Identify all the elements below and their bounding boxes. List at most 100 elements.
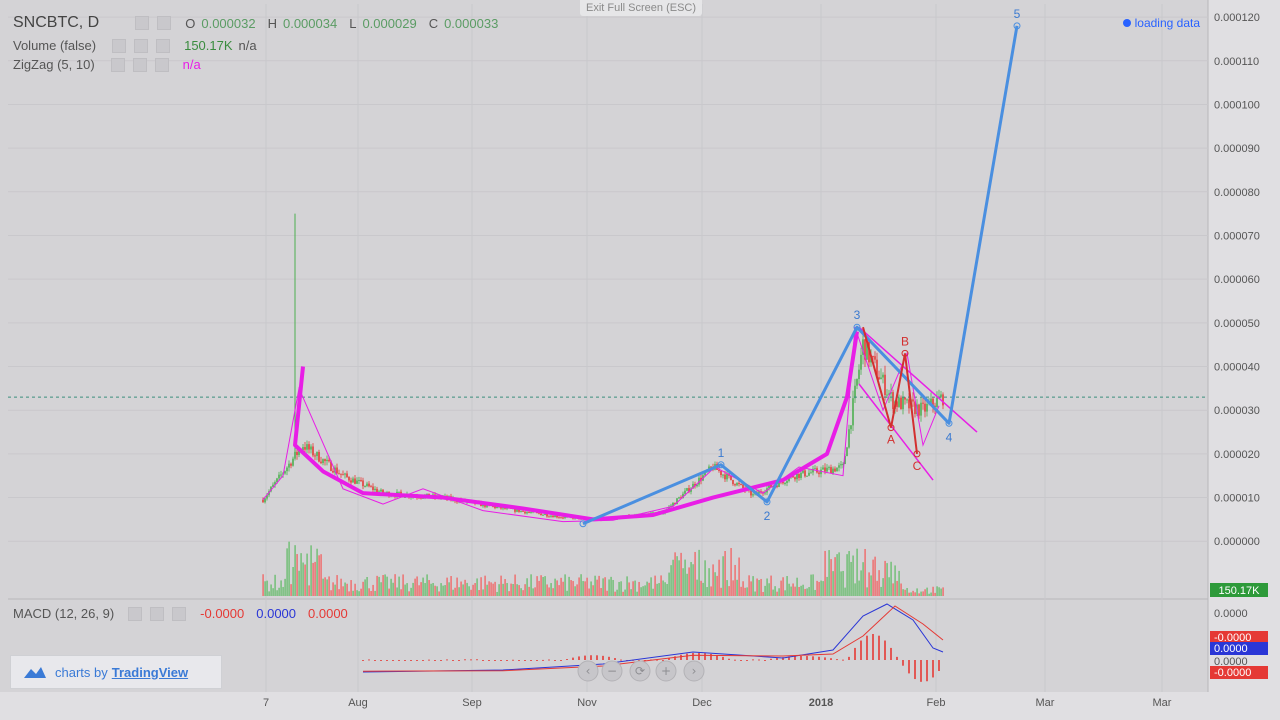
volume-bar bbox=[876, 580, 878, 596]
volume-bar bbox=[754, 591, 756, 596]
volume-bar bbox=[528, 586, 530, 596]
candle-body bbox=[356, 480, 358, 484]
exit-fullscreen-button[interactable]: Exit Full Screen (ESC) bbox=[580, 0, 702, 16]
ohlc-o-label: O bbox=[185, 15, 196, 31]
candle-body bbox=[932, 398, 934, 406]
volume-label[interactable]: Volume (false) bbox=[13, 38, 97, 53]
candle-body bbox=[798, 473, 800, 478]
macd-close-icon[interactable] bbox=[172, 606, 187, 621]
macd-hist-bar bbox=[398, 659, 400, 661]
tradingview-badge[interactable]: charts by TradingView bbox=[10, 655, 222, 689]
macd-hist-bar bbox=[908, 660, 910, 674]
macd-hist-bar bbox=[476, 659, 478, 661]
zigzag-settings-icon[interactable] bbox=[132, 57, 147, 72]
macd-value-badge bbox=[1210, 666, 1268, 679]
volume-bar bbox=[608, 579, 610, 596]
volume-bar bbox=[838, 552, 840, 596]
candle-body bbox=[888, 393, 890, 395]
candle-body bbox=[776, 485, 778, 487]
volume-bar bbox=[672, 559, 674, 596]
candle-body bbox=[378, 491, 380, 493]
volume-bar bbox=[342, 586, 344, 596]
candle-body bbox=[906, 399, 908, 401]
macd-eye-icon[interactable] bbox=[128, 606, 143, 621]
volume-bar bbox=[816, 580, 818, 596]
volume-bar bbox=[660, 575, 662, 596]
volume-bar bbox=[674, 552, 676, 596]
volume-bar bbox=[440, 583, 442, 596]
candle-body bbox=[788, 477, 790, 482]
macd-hist-bar bbox=[500, 660, 502, 661]
y-tick-label: 0.000060 bbox=[1214, 274, 1260, 286]
nav-control-glyph: › bbox=[692, 664, 697, 678]
zigzag-eye-icon[interactable] bbox=[110, 57, 125, 72]
volume-bar bbox=[638, 581, 640, 596]
candle-body bbox=[698, 477, 700, 485]
volume-bar bbox=[482, 589, 484, 596]
macd-hist-bar bbox=[896, 656, 898, 660]
volume-bar bbox=[486, 584, 488, 596]
macd-value-2: 0.0000 bbox=[256, 606, 297, 621]
candle-body bbox=[680, 497, 682, 499]
macd-hist-bar bbox=[740, 660, 742, 661]
candle-body bbox=[514, 508, 516, 512]
volume-extra: n/a bbox=[238, 38, 257, 53]
volume-bar bbox=[844, 587, 846, 596]
badge-brand-link[interactable]: TradingView bbox=[111, 664, 189, 680]
volume-bar bbox=[322, 578, 324, 596]
candle-body bbox=[678, 497, 680, 499]
macd-settings-icon[interactable] bbox=[150, 606, 165, 621]
symbol-close-icon[interactable] bbox=[157, 16, 172, 30]
volume-bar bbox=[806, 588, 808, 596]
candle-body bbox=[866, 341, 868, 360]
y-tick-label: 0.000080 bbox=[1214, 187, 1260, 199]
volume-bar bbox=[940, 588, 942, 596]
macd-hist-bar bbox=[668, 658, 670, 660]
zigzag-label[interactable]: ZigZag (5, 10) bbox=[13, 57, 95, 72]
volume-bar bbox=[624, 589, 626, 596]
volume-bar bbox=[348, 591, 350, 596]
volume-bar bbox=[472, 584, 474, 596]
candle-body bbox=[934, 405, 936, 408]
volume-bar bbox=[896, 580, 898, 596]
wave-label: 4 bbox=[946, 430, 953, 444]
candle-body bbox=[686, 488, 688, 491]
macd-hist-bar bbox=[578, 656, 580, 660]
volume-bar bbox=[744, 587, 746, 596]
zigzag-close-icon[interactable] bbox=[154, 57, 169, 72]
candle-body bbox=[844, 456, 846, 464]
volume-bar bbox=[872, 559, 874, 596]
candle-body bbox=[914, 401, 916, 415]
candle-body bbox=[804, 470, 806, 477]
volume-bar bbox=[436, 586, 438, 596]
x-tick-label: Aug bbox=[348, 697, 368, 709]
candle-body bbox=[672, 502, 674, 506]
macd-hist-bar bbox=[608, 656, 610, 660]
candle-body bbox=[376, 488, 378, 493]
macd-hist-bar bbox=[584, 655, 586, 660]
volume-bar bbox=[498, 584, 500, 596]
ohlc-l-value: 0.000029 bbox=[362, 15, 417, 31]
volume-bar bbox=[312, 562, 314, 596]
zigzag-value: n/a bbox=[182, 57, 201, 72]
candle-body bbox=[288, 463, 290, 468]
wave-point bbox=[717, 461, 725, 469]
symbol-title[interactable]: SNCBTC, D bbox=[13, 14, 100, 31]
ohlc-l-label: L bbox=[349, 15, 357, 31]
volume-bar bbox=[738, 557, 740, 596]
volume-bar bbox=[308, 585, 310, 596]
y-tick-label: 0.000090 bbox=[1214, 143, 1260, 155]
volume-bar bbox=[628, 582, 630, 596]
symbol-settings-icon[interactable] bbox=[135, 16, 150, 30]
volume-close-icon[interactable] bbox=[156, 38, 171, 53]
macd-label[interactable]: MACD (12, 26, 9) bbox=[13, 606, 115, 621]
y-tick-label: 0.000020 bbox=[1214, 449, 1260, 461]
volume-bar bbox=[584, 581, 586, 596]
volume-settings-icon[interactable] bbox=[134, 38, 149, 53]
candle-body bbox=[892, 392, 894, 409]
volume-bar bbox=[582, 581, 584, 596]
volume-bar bbox=[386, 576, 388, 596]
volume-bar bbox=[416, 576, 418, 596]
volume-eye-icon[interactable] bbox=[112, 38, 127, 53]
